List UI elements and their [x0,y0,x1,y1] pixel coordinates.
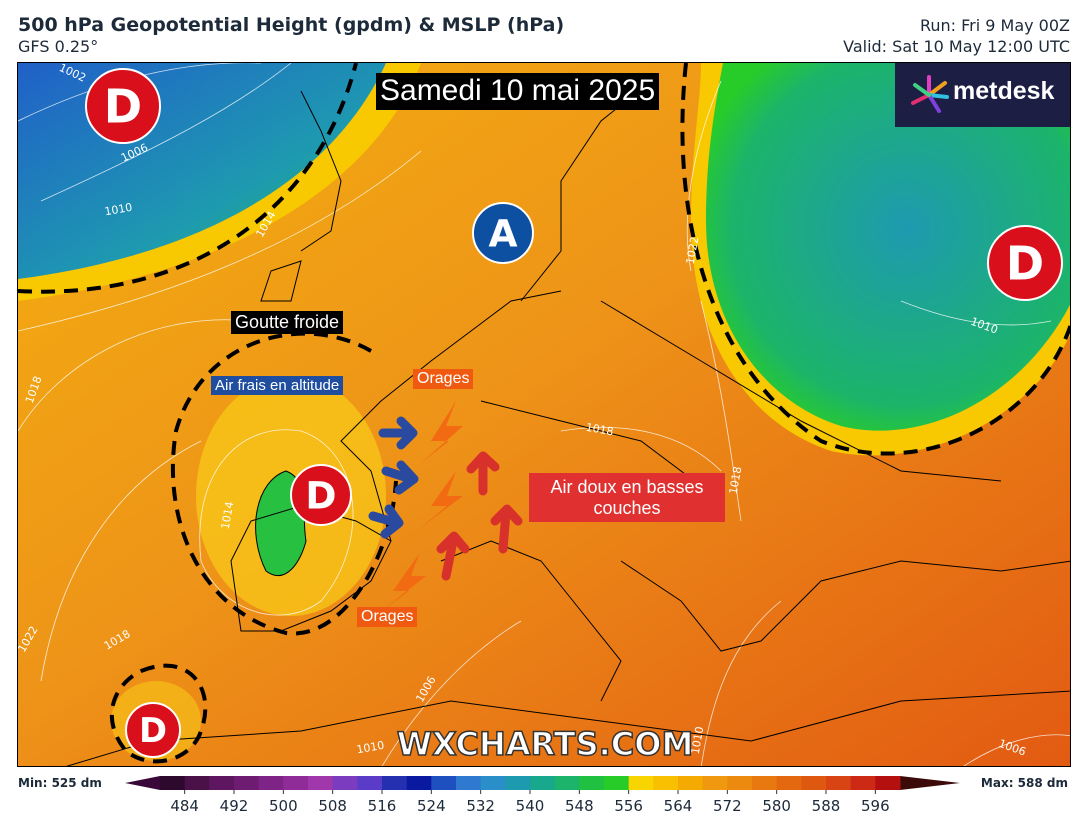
colorbar-swatch [283,776,309,790]
colorbar-swatch [357,776,383,790]
isobar-label: 1014 [219,500,237,530]
colorbar-tick-label: 588 [812,797,841,815]
colorbar-swatch [776,776,802,790]
pressure-center-label: D [139,711,167,750]
colorbar-swatch [678,776,704,790]
colorbar-tick-label: 500 [269,797,298,815]
colorbar-swatch [184,776,210,790]
pressure-center-label: D [104,80,142,134]
colorbar-swatch [554,776,580,790]
colorbar-tick-label: 516 [368,797,397,815]
pressure-center-label: D [1006,237,1044,291]
colorbar-swatch [456,776,482,790]
colorbar-swatch [801,776,827,790]
colorbar-tick-label: 524 [417,797,446,815]
colorbar-under [125,776,160,790]
colorbar-tick-label: 532 [466,797,495,815]
pressure-center-label: D [305,474,336,518]
isobar-label: 1010 [355,739,385,757]
isobar-label: 1022 [684,235,702,265]
colorbar-tick-label: 596 [861,797,890,815]
valid: Valid: Sat 10 May 12:00 UTC [843,37,1070,56]
pressure-center [125,702,181,758]
watermark: WXCHARTS.COM [396,724,694,764]
logo-icon [911,75,949,113]
title: 500 hPa Geopotential Height (gpdm) & MSL… [18,14,565,36]
colorbar-tick-label: 572 [713,797,742,815]
colorbar-swatch [258,776,284,790]
model: GFS 0.25° [18,37,99,56]
colorbar-swatch [505,776,531,790]
colorbar-swatch [702,776,728,790]
colorbar-over [900,776,960,790]
annotation: Orages [413,369,474,390]
pressure-center [472,202,534,264]
annotation: Air doux en basses couches [529,473,725,523]
colorbar-tick-label: 540 [516,797,545,815]
annotation: Goutte froide [231,311,344,334]
colorbar-swatch [875,776,901,790]
annotation: Orages [357,607,418,628]
colorbar-tick-label: 492 [220,797,249,815]
run: Run: Fri 9 May 00Z [919,16,1070,35]
colorbar-swatch [530,776,556,790]
colorbar-swatch [480,776,506,790]
colorbar-swatch [308,776,334,790]
isobar-label: 1010 [103,201,133,219]
colorbar-swatch [850,776,876,790]
isobar-label: 1018 [727,465,745,495]
colorbar-swatch [653,776,679,790]
colorbar-tick-label: 484 [170,797,199,815]
colorbar-swatch [727,776,753,790]
colorbar-swatch [382,776,408,790]
colorbar-swatch [628,776,654,790]
logo-text: metdesk [953,77,1055,105]
colorbar-tick-label: 508 [318,797,347,815]
pressure-center [85,68,161,144]
colorbar-swatch [604,776,630,790]
colorbar: Min: 525 dm Max: 588 dm 484 492 500 508 516 524… [18,776,1068,815]
isobar-label: 1010 [689,725,707,755]
colorbar-min: Min: 525 dm [18,776,102,790]
map: 1002 1006 1010 1014 1018 1014 1022 1018 1006 1010… [17,62,1071,767]
colorbar-swatch [406,776,432,790]
date-banner: Samedi 10 mai 2025 [376,73,660,110]
pressure-center-label: A [488,212,517,256]
colorbar-swatch [579,776,605,790]
colorbar-swatch [332,776,358,790]
isobar-label: 1018 [585,421,615,439]
colorbar-tick-label: 564 [664,797,693,815]
colorbar-max: Max: 588 dm [981,776,1068,790]
colorbar-tick-label: 548 [565,797,594,815]
colorbar-swatch [752,776,778,790]
colorbar-swatch [431,776,457,790]
colorbar-tick-label: 580 [762,797,791,815]
colorbar-swatch [234,776,260,790]
colorbar-swatch [209,776,235,790]
colorbar-swatch [826,776,852,790]
colorbar-swatch [160,776,186,790]
pressure-center [290,464,352,526]
colorbar-tick-label: 556 [614,797,643,815]
logo-box: metdesk [895,63,1070,127]
annotation: Air frais en altitude [211,376,344,396]
pressure-center [987,225,1063,301]
